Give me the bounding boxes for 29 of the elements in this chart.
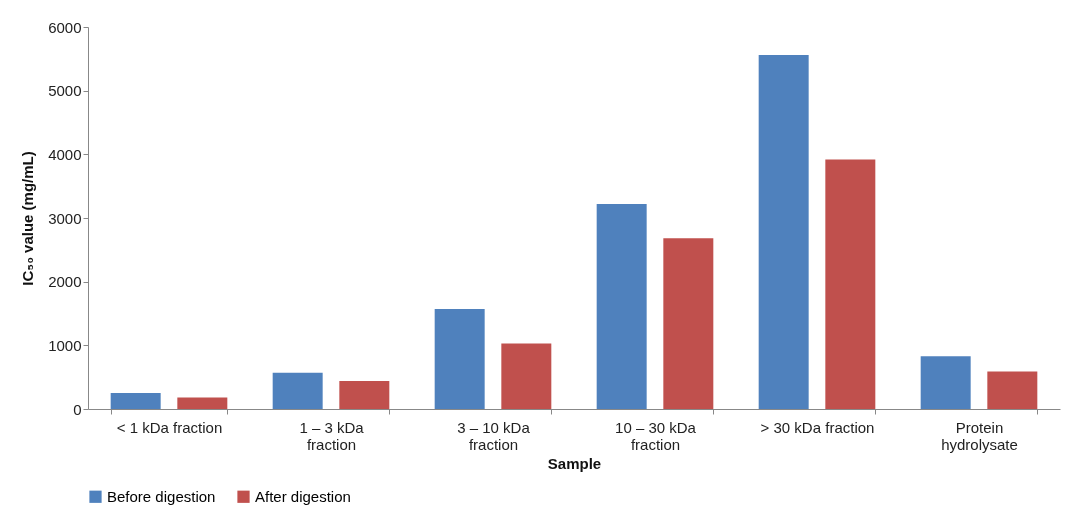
x-tick-label: 1 – 3 kDa fraction [299,418,365,453]
bar [663,238,714,409]
bar [920,356,971,409]
x-axis-title: Sample [547,454,602,472]
y-tick-label: 4000 [48,145,82,163]
x-tick-label: Protein hydrolysate [941,418,1018,453]
bar [596,203,647,409]
bar [177,397,228,409]
bar [339,380,390,409]
bar [987,371,1038,409]
x-tick-label: 10 – 30 kDa fraction [615,418,697,453]
bar [434,309,485,409]
bar [272,372,323,409]
bar [110,393,161,409]
y-tick-label: 5000 [48,82,82,100]
bar [825,159,876,409]
legend-label: After digestion [255,487,351,505]
y-tick-label: 0 [73,400,82,418]
bar [758,55,809,409]
x-tick-label: < 1 kDa fraction [116,418,223,436]
y-axis-title: IC₅₀ value (mg/mL) [19,151,37,286]
legend-label: Before digestion [107,487,216,505]
y-tick-label: 1000 [48,336,82,354]
y-tick-label: 3000 [48,209,82,227]
bar [501,343,552,409]
x-tick-label: > 30 kDa fraction [760,418,875,436]
y-tick-label: 6000 [48,18,82,36]
y-tick-label: 2000 [48,273,82,291]
x-tick-label: 3 – 10 kDa fraction [457,418,531,453]
